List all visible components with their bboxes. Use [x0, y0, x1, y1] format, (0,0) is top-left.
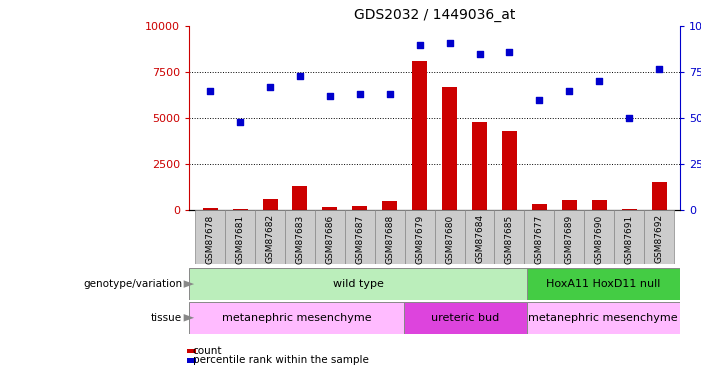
Text: GSM87682: GSM87682 — [266, 214, 275, 264]
Title: GDS2032 / 1449036_at: GDS2032 / 1449036_at — [354, 9, 515, 22]
Text: GSM87677: GSM87677 — [535, 214, 544, 264]
Bar — [435, 210, 465, 264]
Bar — [526, 302, 680, 334]
Text: GSM87689: GSM87689 — [565, 214, 573, 264]
Bar — [233, 209, 247, 210]
Bar — [584, 210, 614, 264]
Bar — [494, 210, 524, 264]
Text: GSM87683: GSM87683 — [296, 214, 304, 264]
Bar — [187, 358, 196, 363]
Point — [294, 73, 306, 79]
Bar — [353, 206, 367, 210]
Bar — [255, 210, 285, 264]
Bar — [442, 87, 457, 210]
Point — [623, 115, 634, 121]
Bar — [203, 208, 218, 210]
Polygon shape — [184, 314, 194, 321]
Text: GSM87685: GSM87685 — [505, 214, 514, 264]
Point — [504, 49, 515, 55]
Bar — [622, 209, 637, 210]
Bar — [196, 210, 225, 264]
Text: ureteric bud: ureteric bud — [431, 313, 499, 323]
Bar — [644, 210, 674, 264]
Text: GSM87681: GSM87681 — [236, 214, 245, 264]
Bar — [382, 201, 397, 210]
Bar — [292, 186, 308, 210]
Text: count: count — [193, 346, 222, 355]
Bar — [592, 200, 606, 210]
Bar — [502, 131, 517, 210]
Bar — [562, 200, 577, 210]
Point — [594, 78, 605, 84]
Bar — [465, 210, 494, 264]
Bar — [189, 302, 404, 334]
Bar — [375, 210, 404, 264]
Bar — [285, 210, 315, 264]
Bar — [322, 207, 337, 210]
Bar — [554, 210, 584, 264]
Bar — [345, 210, 375, 264]
Text: wild type: wild type — [332, 279, 383, 289]
Point — [653, 66, 665, 72]
Point — [205, 88, 216, 94]
Bar — [472, 122, 487, 210]
Bar — [404, 210, 435, 264]
Point — [414, 42, 426, 48]
Bar — [404, 302, 526, 334]
Bar — [315, 210, 345, 264]
Polygon shape — [184, 280, 194, 288]
Text: GSM87678: GSM87678 — [205, 214, 215, 264]
Text: GSM87691: GSM87691 — [625, 214, 634, 264]
Bar — [187, 349, 196, 353]
Text: GSM87687: GSM87687 — [355, 214, 365, 264]
Text: GSM87679: GSM87679 — [415, 214, 424, 264]
Text: metanephric mesenchyme: metanephric mesenchyme — [529, 313, 678, 323]
Text: GSM87688: GSM87688 — [386, 214, 394, 264]
Point — [384, 91, 395, 97]
Text: HoxA11 HoxD11 null: HoxA11 HoxD11 null — [546, 279, 660, 289]
Text: genotype/variation: genotype/variation — [83, 279, 182, 289]
Bar — [263, 199, 278, 210]
Text: GSM87680: GSM87680 — [445, 214, 454, 264]
Point — [533, 97, 545, 103]
Bar — [225, 210, 255, 264]
Bar — [532, 204, 547, 210]
Bar — [412, 61, 427, 210]
Text: metanephric mesenchyme: metanephric mesenchyme — [222, 313, 372, 323]
Text: percentile rank within the sample: percentile rank within the sample — [193, 355, 369, 365]
Bar — [614, 210, 644, 264]
Point — [444, 40, 455, 46]
Bar — [524, 210, 554, 264]
Bar — [189, 268, 526, 300]
Point — [325, 93, 336, 99]
Bar — [526, 268, 680, 300]
Bar — [651, 183, 667, 210]
Text: GSM87686: GSM87686 — [325, 214, 334, 264]
Text: GSM87690: GSM87690 — [594, 214, 604, 264]
Text: GSM87684: GSM87684 — [475, 214, 484, 264]
Text: tissue: tissue — [151, 313, 182, 323]
Point — [235, 119, 246, 125]
Point — [264, 84, 275, 90]
Point — [564, 88, 575, 94]
Text: GSM87692: GSM87692 — [655, 214, 664, 264]
Point — [474, 51, 485, 57]
Point — [354, 91, 365, 97]
